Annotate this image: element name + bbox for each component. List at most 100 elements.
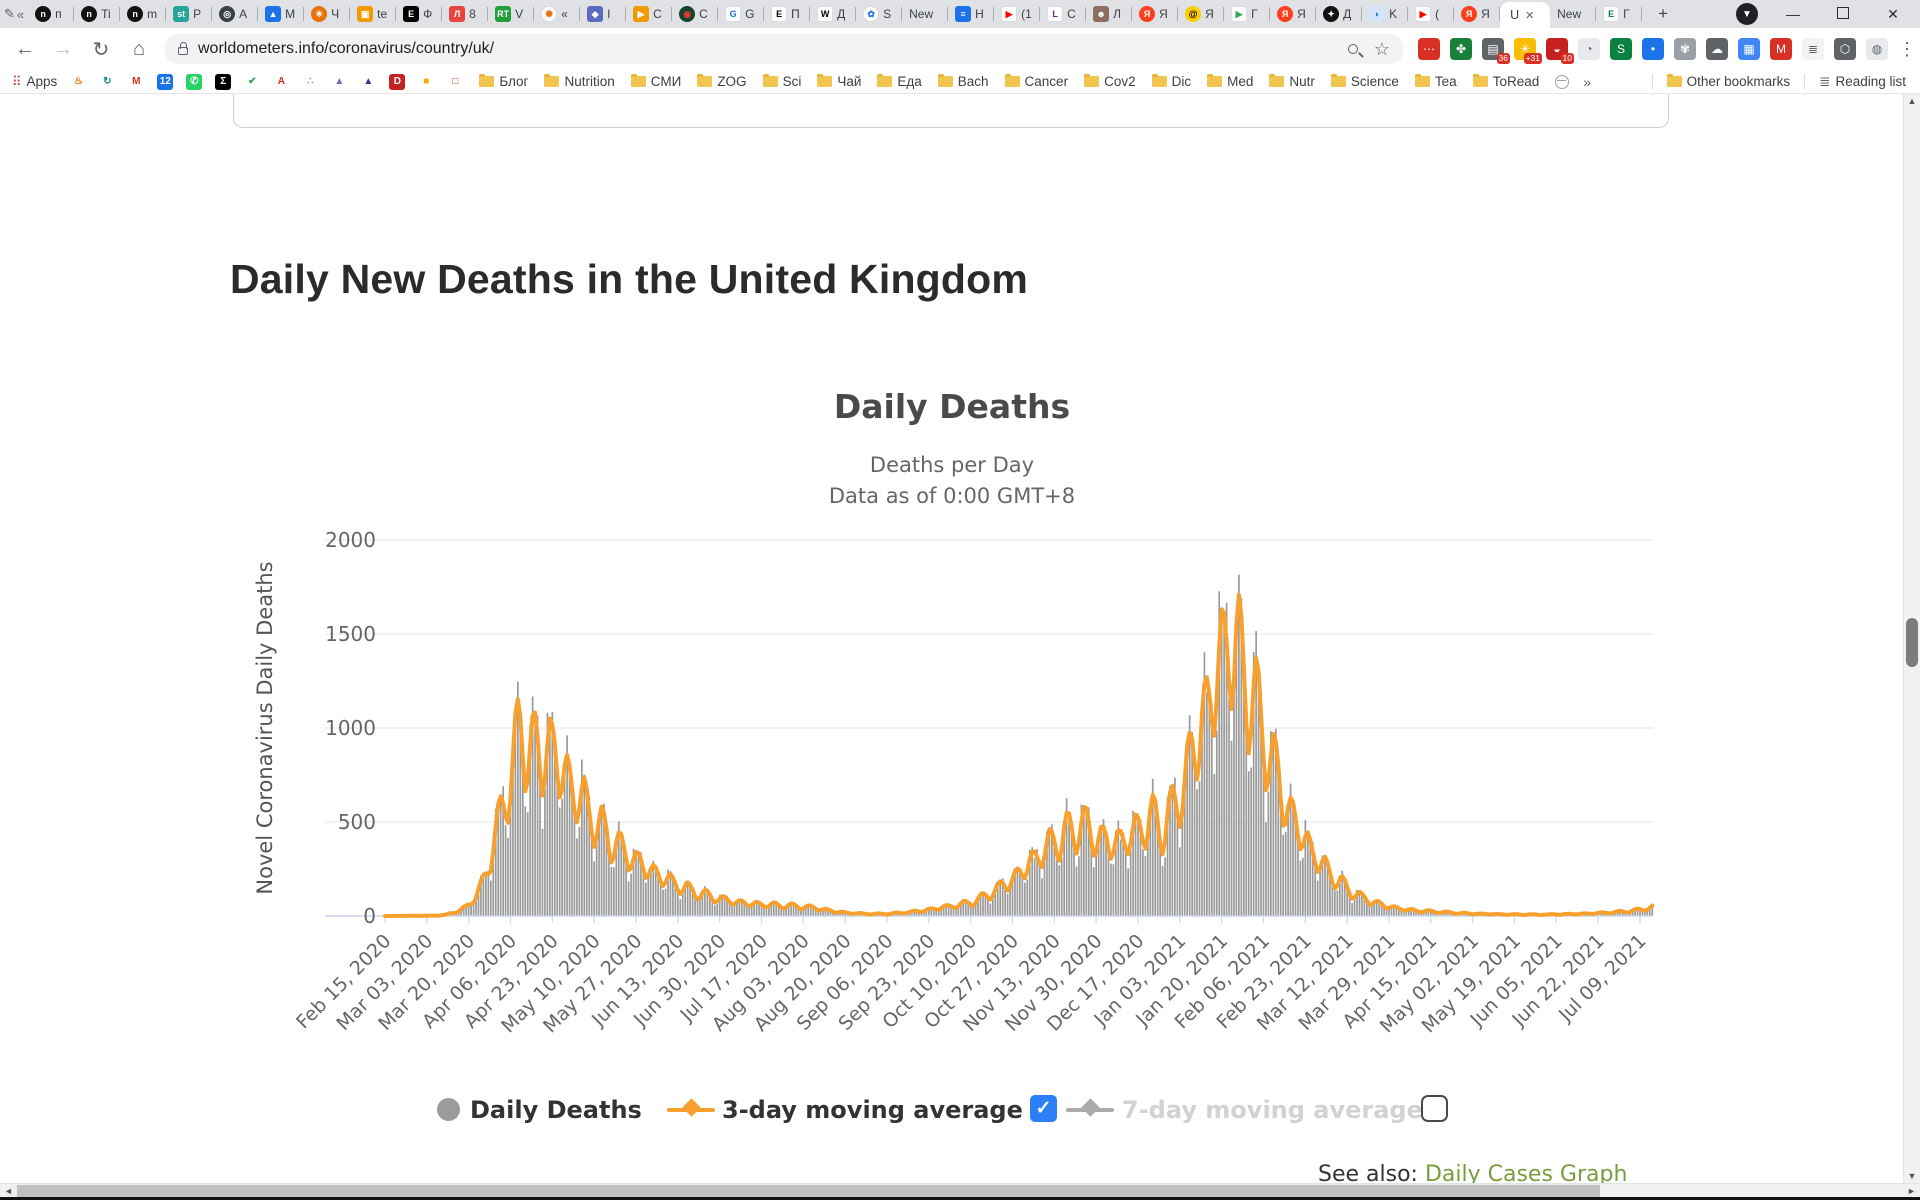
legend-item-daily-deaths[interactable]: Daily Deaths (470, 1096, 642, 1124)
bookmark-site-icon-8[interactable]: A (273, 73, 290, 90)
scroll-left-icon[interactable]: ◄ (4, 1186, 13, 1196)
tab-5[interactable]: ◎ A (212, 0, 259, 28)
home-button[interactable]: ⌂ (132, 37, 146, 60)
bookmark-folder-Med[interactable]: Med (1207, 73, 1253, 89)
bookmark-folder-Cancer[interactable]: Cancer (1004, 73, 1068, 89)
tab-search-button[interactable]: ▼ (1736, 3, 1758, 25)
horizontal-scrollbar[interactable]: ◄ ► (0, 1183, 1920, 1197)
extension-icon-13[interactable]: ≣ (1802, 38, 1824, 60)
horizontal-scrollbar-thumb[interactable] (17, 1185, 1600, 1197)
apps-label[interactable]: Apps (26, 74, 58, 89)
extension-icon-12[interactable]: M (1770, 38, 1792, 60)
tab-14[interactable]: ▶ C (626, 0, 673, 28)
bookmark-folder-ToRead[interactable]: ToRead (1472, 73, 1539, 89)
bookmark-folder-Sci[interactable]: Sci (762, 73, 801, 89)
bookmark-folder-Блог[interactable]: Блог (479, 73, 528, 89)
tab-13[interactable]: ◆ I (580, 0, 627, 28)
other-bookmarks[interactable]: Other bookmarks (1666, 73, 1790, 89)
extension-icon-3[interactable]: ▤ 36 (1482, 38, 1510, 64)
legend-item-3day-avg[interactable]: 3-day moving average (722, 1096, 1023, 1124)
bookmark-site-icon-13[interactable]: ■ (418, 73, 435, 90)
bookmark-site-icon-7[interactable]: ✔ (244, 73, 261, 90)
bookmark-site-icon-4[interactable]: 12 (157, 73, 174, 90)
extension-icon-6[interactable]: ◔ (1578, 38, 1600, 60)
scroll-right-icon[interactable]: ► (1907, 1186, 1916, 1196)
lock-icon[interactable] (178, 41, 188, 55)
extension-icon-14[interactable]: ⬡ (1834, 38, 1856, 60)
tab-20[interactable]: New (902, 0, 949, 28)
apps-grid-icon[interactable]: ⠿ (12, 73, 21, 89)
new-tab-button[interactable]: + (1658, 4, 1669, 23)
tab-21[interactable]: ≡ H (948, 0, 995, 28)
extension-icon-5[interactable]: ◒ 10 (1546, 38, 1574, 64)
tab-8[interactable]: ▣ te (350, 0, 397, 28)
legend-marker-daily-deaths[interactable] (437, 1098, 460, 1121)
vertical-scrollbar[interactable]: ▲ ▼ (1903, 94, 1920, 1183)
bookmark-site-icon-10[interactable]: ▲ (331, 73, 348, 90)
extension-icon-15[interactable]: ◍ (1866, 38, 1888, 60)
tab-2[interactable]: n Ti (74, 0, 121, 28)
tab-29[interactable]: ✦ Д (1316, 0, 1363, 28)
bookmark-site-icon-11[interactable]: ▲ (360, 73, 377, 90)
tab-19[interactable]: ✿ S (856, 0, 903, 28)
browser-menu-button[interactable]: ⋮ (1898, 38, 1917, 59)
tab-7[interactable]: ✳ Ч (304, 0, 351, 28)
tab-overflow-chevron-icon[interactable]: « (16, 6, 25, 22)
reading-list[interactable]: ≣ Reading list (1819, 74, 1906, 90)
bookmark-site-icon-6[interactable]: Σ (215, 73, 232, 90)
zoom-icon[interactable] (1347, 44, 1358, 54)
extension-icon-7[interactable]: S (1610, 38, 1632, 60)
maximize-button[interactable] (1828, 6, 1858, 22)
tab-30[interactable]: ◗ K (1362, 0, 1409, 28)
forward-button[interactable]: → (53, 37, 73, 60)
bookmark-folder-Nutrition[interactable]: Nutrition (544, 73, 615, 89)
scroll-up-icon[interactable]: ▲ (1907, 96, 1917, 106)
bookmark-site-icon-2[interactable]: ↻ (99, 73, 116, 90)
tab-11[interactable]: RT V (488, 0, 535, 28)
tab-24[interactable]: ☻ Л (1086, 0, 1133, 28)
extension-icon-10[interactable]: ☁ (1706, 38, 1728, 60)
bookmarks-overflow-icon[interactable]: » (1583, 73, 1592, 90)
bookmark-folder-Еда[interactable]: Еда (877, 73, 922, 89)
extension-icon-8[interactable]: • (1642, 38, 1664, 60)
see-also-segment[interactable]: Daily Cases Graph (1424, 1162, 1628, 1187)
extension-icon-11[interactable]: ▦ (1738, 38, 1760, 60)
reload-button[interactable]: ↻ (92, 38, 110, 61)
bookmark-folder-Чай[interactable]: Чай (817, 73, 861, 89)
bookmark-site-icon-3[interactable]: M (128, 73, 145, 90)
scroll-down-icon[interactable]: ▼ (1907, 1171, 1917, 1181)
bookmark-folder-Bach[interactable]: Bach (937, 73, 989, 89)
bookmark-folder-Cov2[interactable]: Cov2 (1084, 73, 1136, 89)
tab-15[interactable]: ◉ C (672, 0, 719, 28)
vertical-scrollbar-thumb[interactable] (1906, 618, 1918, 667)
back-button[interactable]: ← (15, 37, 35, 60)
bookmark-folder-Dic[interactable]: Dic (1151, 73, 1191, 89)
tab-27[interactable]: ▶ Г (1224, 0, 1271, 28)
bookmark-site-icon-1[interactable]: ♨ (70, 73, 87, 90)
close-button[interactable]: ✕ (1887, 5, 1899, 22)
extension-icon-9[interactable]: ✾ (1674, 38, 1696, 60)
minimize-button[interactable]: — (1786, 6, 1800, 22)
bookmark-folder-СМИ[interactable]: СМИ (630, 73, 681, 89)
bookmark-folder-ZOG[interactable]: ZOG (697, 73, 747, 89)
bookmark-folder-Science[interactable]: Science (1330, 73, 1399, 89)
url-text[interactable]: worldometers.info/coronavirus/country/uk… (198, 40, 495, 57)
tab-close-icon[interactable]: ✕ (1525, 9, 1535, 22)
tab-26[interactable]: @ Я (1178, 0, 1225, 28)
tab-12[interactable]: ✺ « (534, 0, 581, 28)
trailing-tab-1[interactable]: New (1550, 0, 1597, 28)
bookmark-site-icon-5[interactable]: ✆ (186, 73, 203, 90)
extension-icon-1[interactable]: ⋯ (1418, 38, 1440, 60)
bookmark-site-icon-12[interactable]: D (389, 73, 406, 90)
